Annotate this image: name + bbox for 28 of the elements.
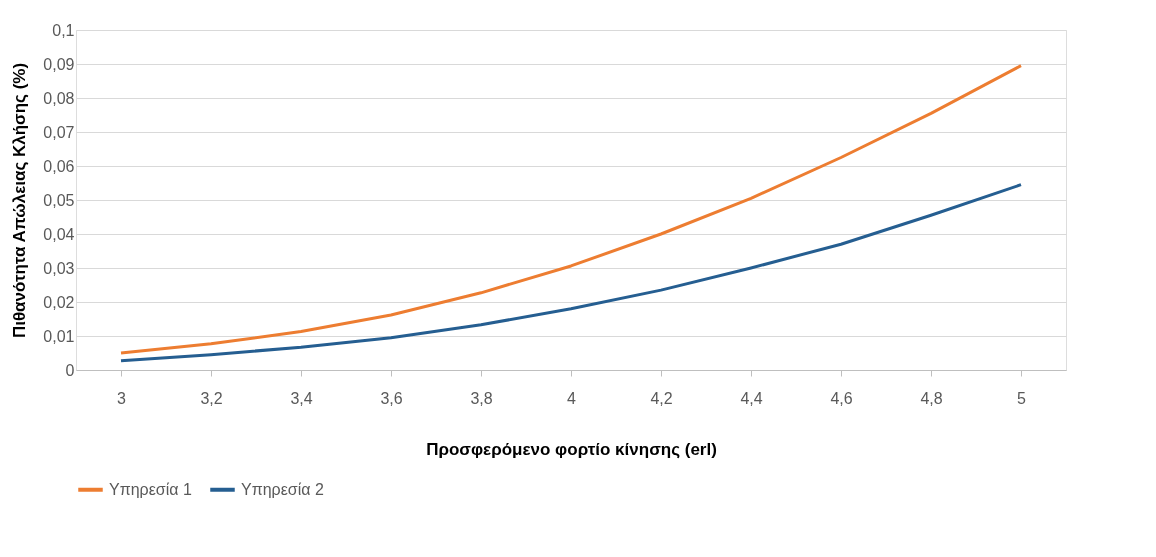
y-tick-label: 0,1: [52, 21, 75, 39]
x-tick-label: 3,8: [470, 389, 493, 407]
y-tick-label: 0,07: [43, 123, 75, 141]
x-tick-label: 3,2: [200, 389, 223, 407]
x-tick-label: 4,6: [830, 389, 853, 407]
y-axis-title: Πιθανότητα Απώλειας Κλήσης (%): [10, 62, 30, 339]
y-tick-label: 0,09: [43, 55, 75, 73]
x-tick-label: 3,6: [380, 389, 403, 407]
y-tick-label: 0,03: [43, 259, 75, 277]
y-tick-label: 0,02: [43, 293, 75, 311]
x-tick-label: 5: [1017, 389, 1027, 407]
y-tick-label: 0,08: [43, 89, 75, 107]
y-tick-label: 0,04: [43, 225, 75, 243]
y-tick-label: 0,01: [43, 327, 75, 345]
legend-label: Υπηρεσία 1: [109, 480, 192, 498]
line-series: [119, 183, 1023, 363]
x-tick-label: 4,2: [650, 389, 673, 407]
x-tick-label: 3,4: [290, 389, 313, 407]
x-axis-title: Προσφερόμενο φορτίο κίνησης (erl): [426, 439, 717, 459]
y-tick-label: 0,05: [43, 191, 75, 209]
x-tick-label: 4,4: [740, 389, 763, 407]
x-tick-label: 3: [117, 389, 127, 407]
y-tick-label: 0: [65, 361, 75, 379]
x-tick-label: 4: [567, 389, 577, 407]
x-tick-label: 4,8: [920, 389, 943, 407]
line-series: [119, 64, 1023, 355]
y-tick-label: 0,06: [43, 157, 75, 175]
legend-label: Υπηρεσία 2: [241, 480, 324, 498]
